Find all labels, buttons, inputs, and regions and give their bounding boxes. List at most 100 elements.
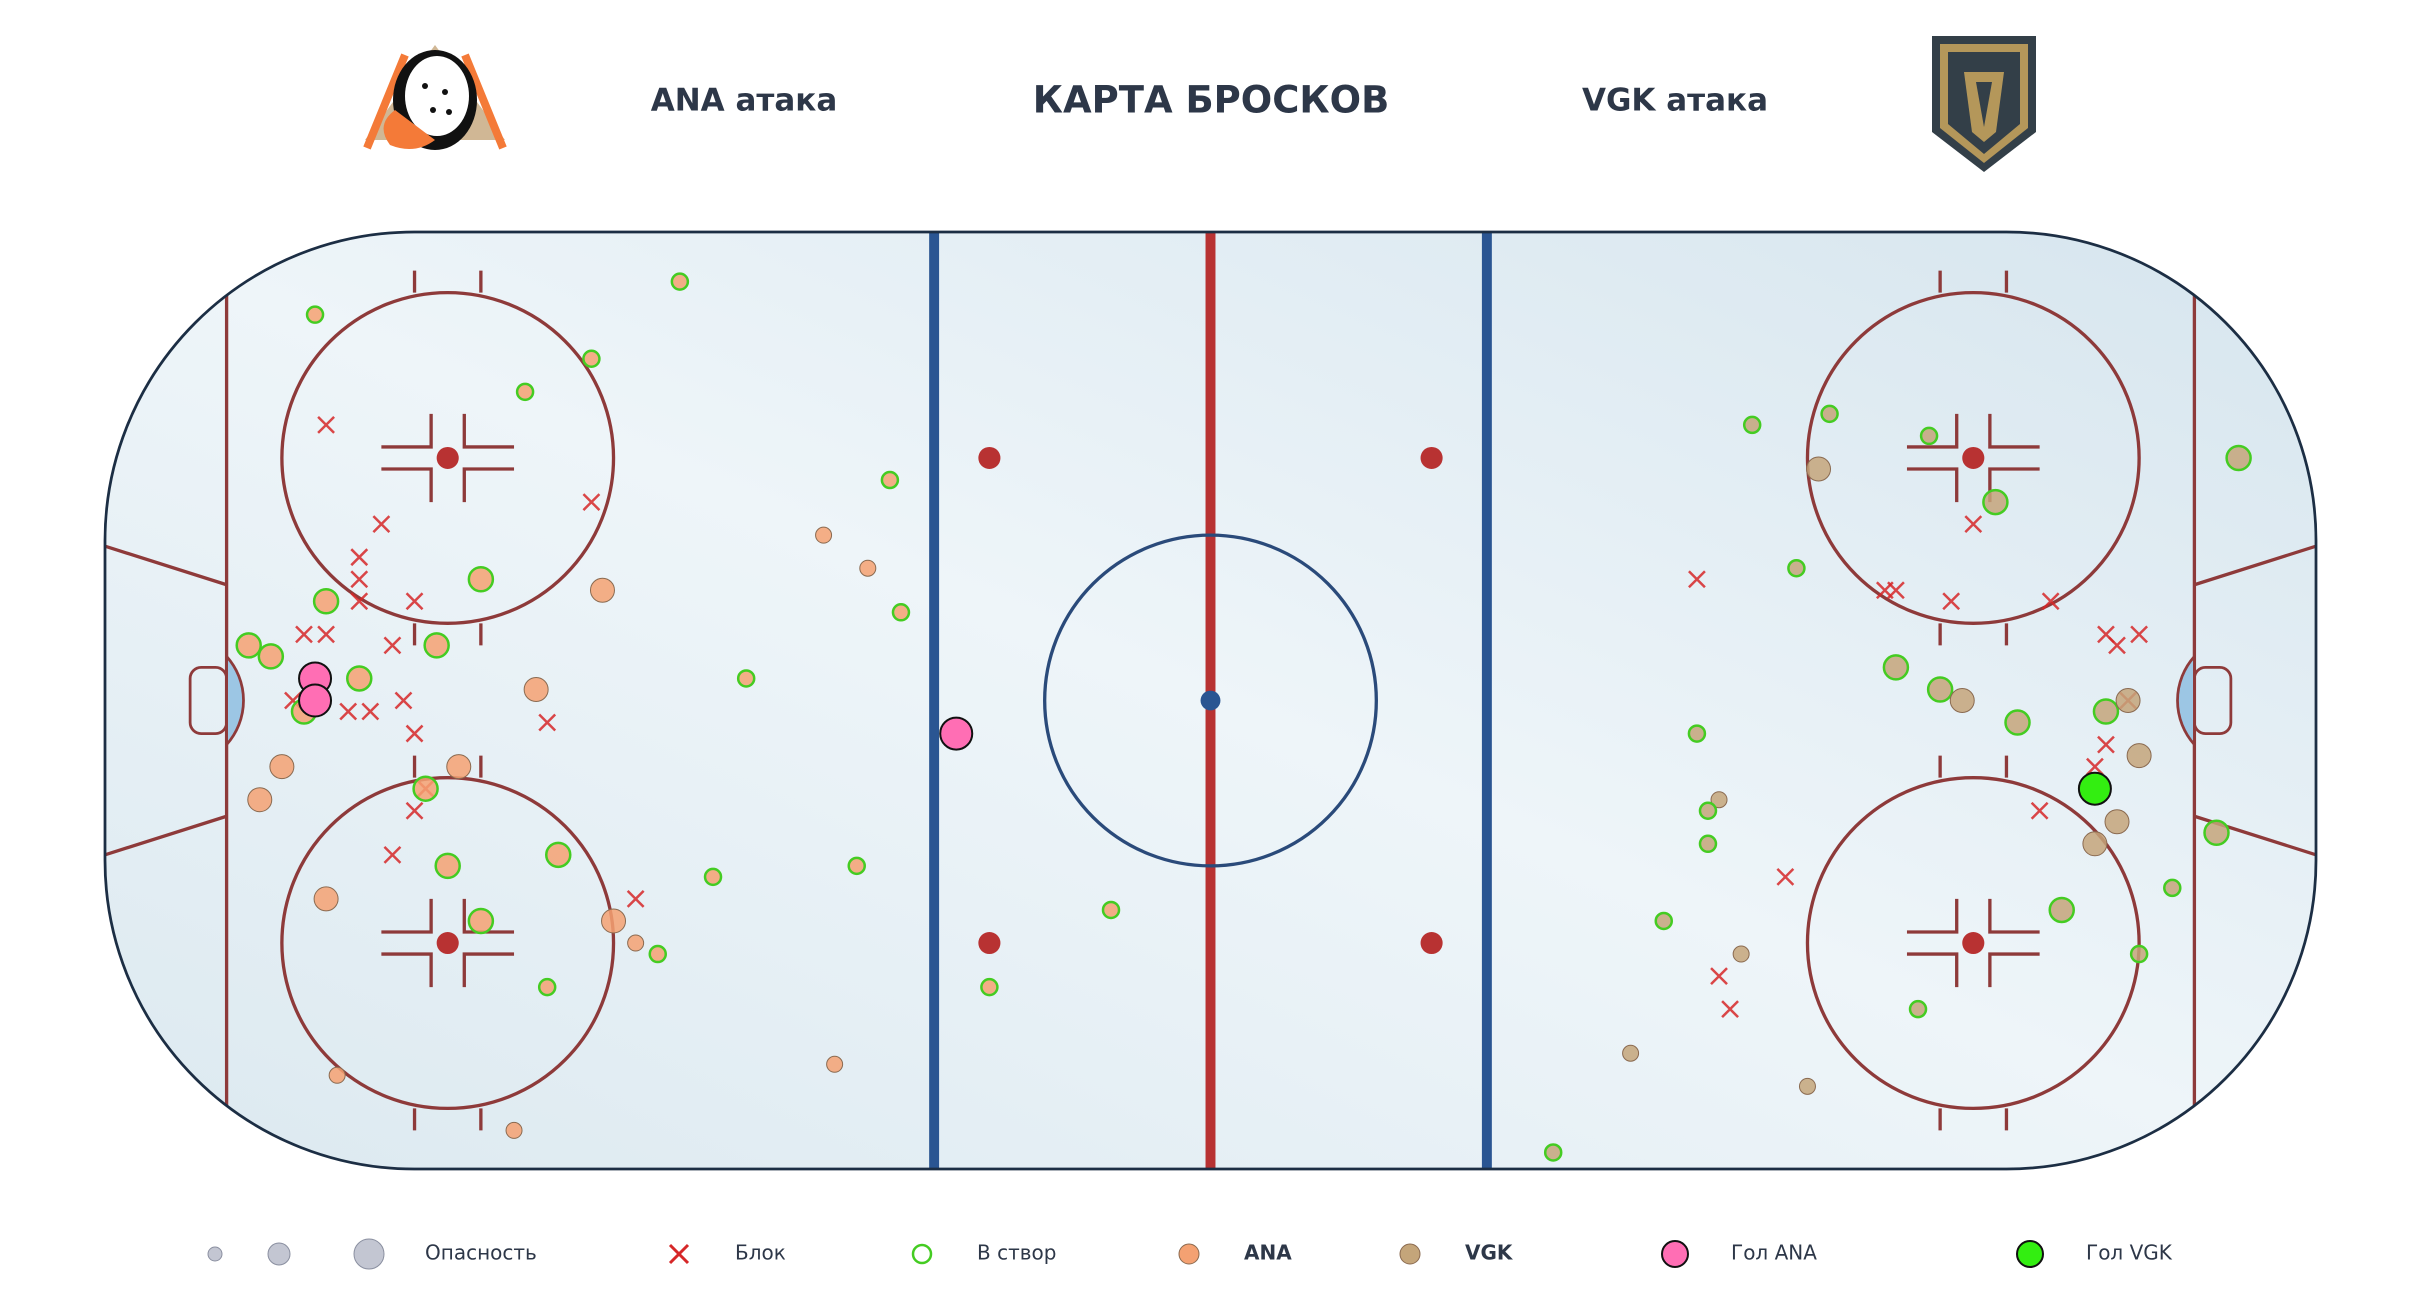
shot-mark [305,305,325,324]
block-mark [1688,570,1706,589]
shot-mark [1732,945,1750,963]
block-mark [383,845,402,864]
shot-mark [515,382,535,402]
shot-mark [446,754,472,780]
block-mark [1776,867,1795,886]
shot-mark [1101,900,1121,920]
shot-mark [2115,688,2141,713]
shot-mark [434,852,461,880]
legend-marker [2016,1240,2044,1268]
shot-mark [467,907,495,935]
block-mark [350,548,369,567]
size-legend-marker [207,1246,223,1262]
block-mark [538,713,557,732]
shot-mark [467,565,495,593]
shot-mark [880,470,900,490]
block-mark [2130,625,2149,644]
block-mark [2086,757,2104,776]
shot-mark [2126,743,2152,769]
block-mark [2097,735,2115,754]
shot-mark [1982,488,2009,516]
legend-marker [668,1243,690,1265]
block-mark [1721,1000,1739,1019]
shot-mark [2048,896,2075,924]
ana-logo [363,45,507,150]
shot-mark [346,665,373,692]
shot-mark [1798,1077,1816,1095]
block-mark [317,625,335,644]
size-legend-label: Опасность [425,1241,537,1265]
shot-mark [313,886,339,912]
shot-mark [235,632,262,659]
shot-mark [703,867,723,887]
shot-mark [1926,676,1954,703]
block-mark [339,702,358,721]
shot-mark [1806,456,1832,482]
shot-mark [1742,415,1762,435]
legend: Опасность В створ Блок ANA VGK Гол ANA Гол V… [207,1238,2173,1270]
block-mark [350,570,369,589]
shot-mark [1687,724,1707,743]
shot-mark [736,669,756,688]
block-mark [2030,801,2049,820]
shot-mark [1622,1044,1640,1062]
legend-label: Гол VGK [2086,1241,2173,1265]
block-mark [295,625,313,644]
block-mark [1887,581,1905,600]
size-legend-marker [267,1242,291,1266]
block-mark [394,691,413,710]
shot-mark [582,349,601,369]
legend-marker [1178,1243,1200,1265]
shot-mark [2129,944,2149,964]
shot-mark [1908,999,1928,1019]
rink [103,230,2318,1171]
block-mark [582,493,601,511]
shot-mark [670,272,690,291]
shot-mark [2082,831,2108,857]
shot-mark [648,944,667,964]
shot-mark [815,526,833,544]
on-target-legend-marker [911,1243,933,1265]
goal-mark [2077,771,2112,806]
shot-mark [826,1055,844,1073]
shot-mark [1882,654,1910,681]
chart-title: КАРТА БРОСКОВ [1033,79,1390,122]
shot-mark [1787,558,1806,578]
shot-mark [1949,688,1975,713]
legend-marker [1399,1243,1421,1265]
shot-mark [2104,809,2130,835]
block-mark [405,801,424,820]
shot-mark [523,676,549,702]
size-legend-marker [353,1238,385,1270]
shot-mark [1698,801,1718,820]
block-mark [2108,636,2126,655]
shot-mark [2163,878,2182,898]
shot-mark [328,1066,346,1084]
block-mark [361,702,380,721]
shot-mark [545,841,572,869]
shot-mark [423,632,450,659]
block-mark [372,515,391,534]
shot-mark [2004,709,2031,736]
block-mark [1942,592,1961,611]
legend-marker [1661,1240,1689,1268]
shot-mark [1919,426,1939,446]
block-mark [1710,967,1728,985]
shot-mark [257,643,285,670]
shot-mark [269,754,295,780]
shot-mark [247,787,273,813]
block-mark [317,416,335,434]
legend-label: ANA [1244,1241,1292,1265]
shot-mark [2225,444,2252,472]
left-label: ANA атака [651,83,837,119]
shot-mark [1710,791,1728,809]
shot-mark [601,908,627,934]
shot-mark [2203,819,2230,847]
block-mark [350,592,369,611]
shot-mark [1820,404,1839,424]
block-mark [2041,592,2060,611]
shot-mark [627,934,645,952]
on-target-legend-label: В створ [977,1241,1056,1265]
shot-mark [891,603,911,622]
